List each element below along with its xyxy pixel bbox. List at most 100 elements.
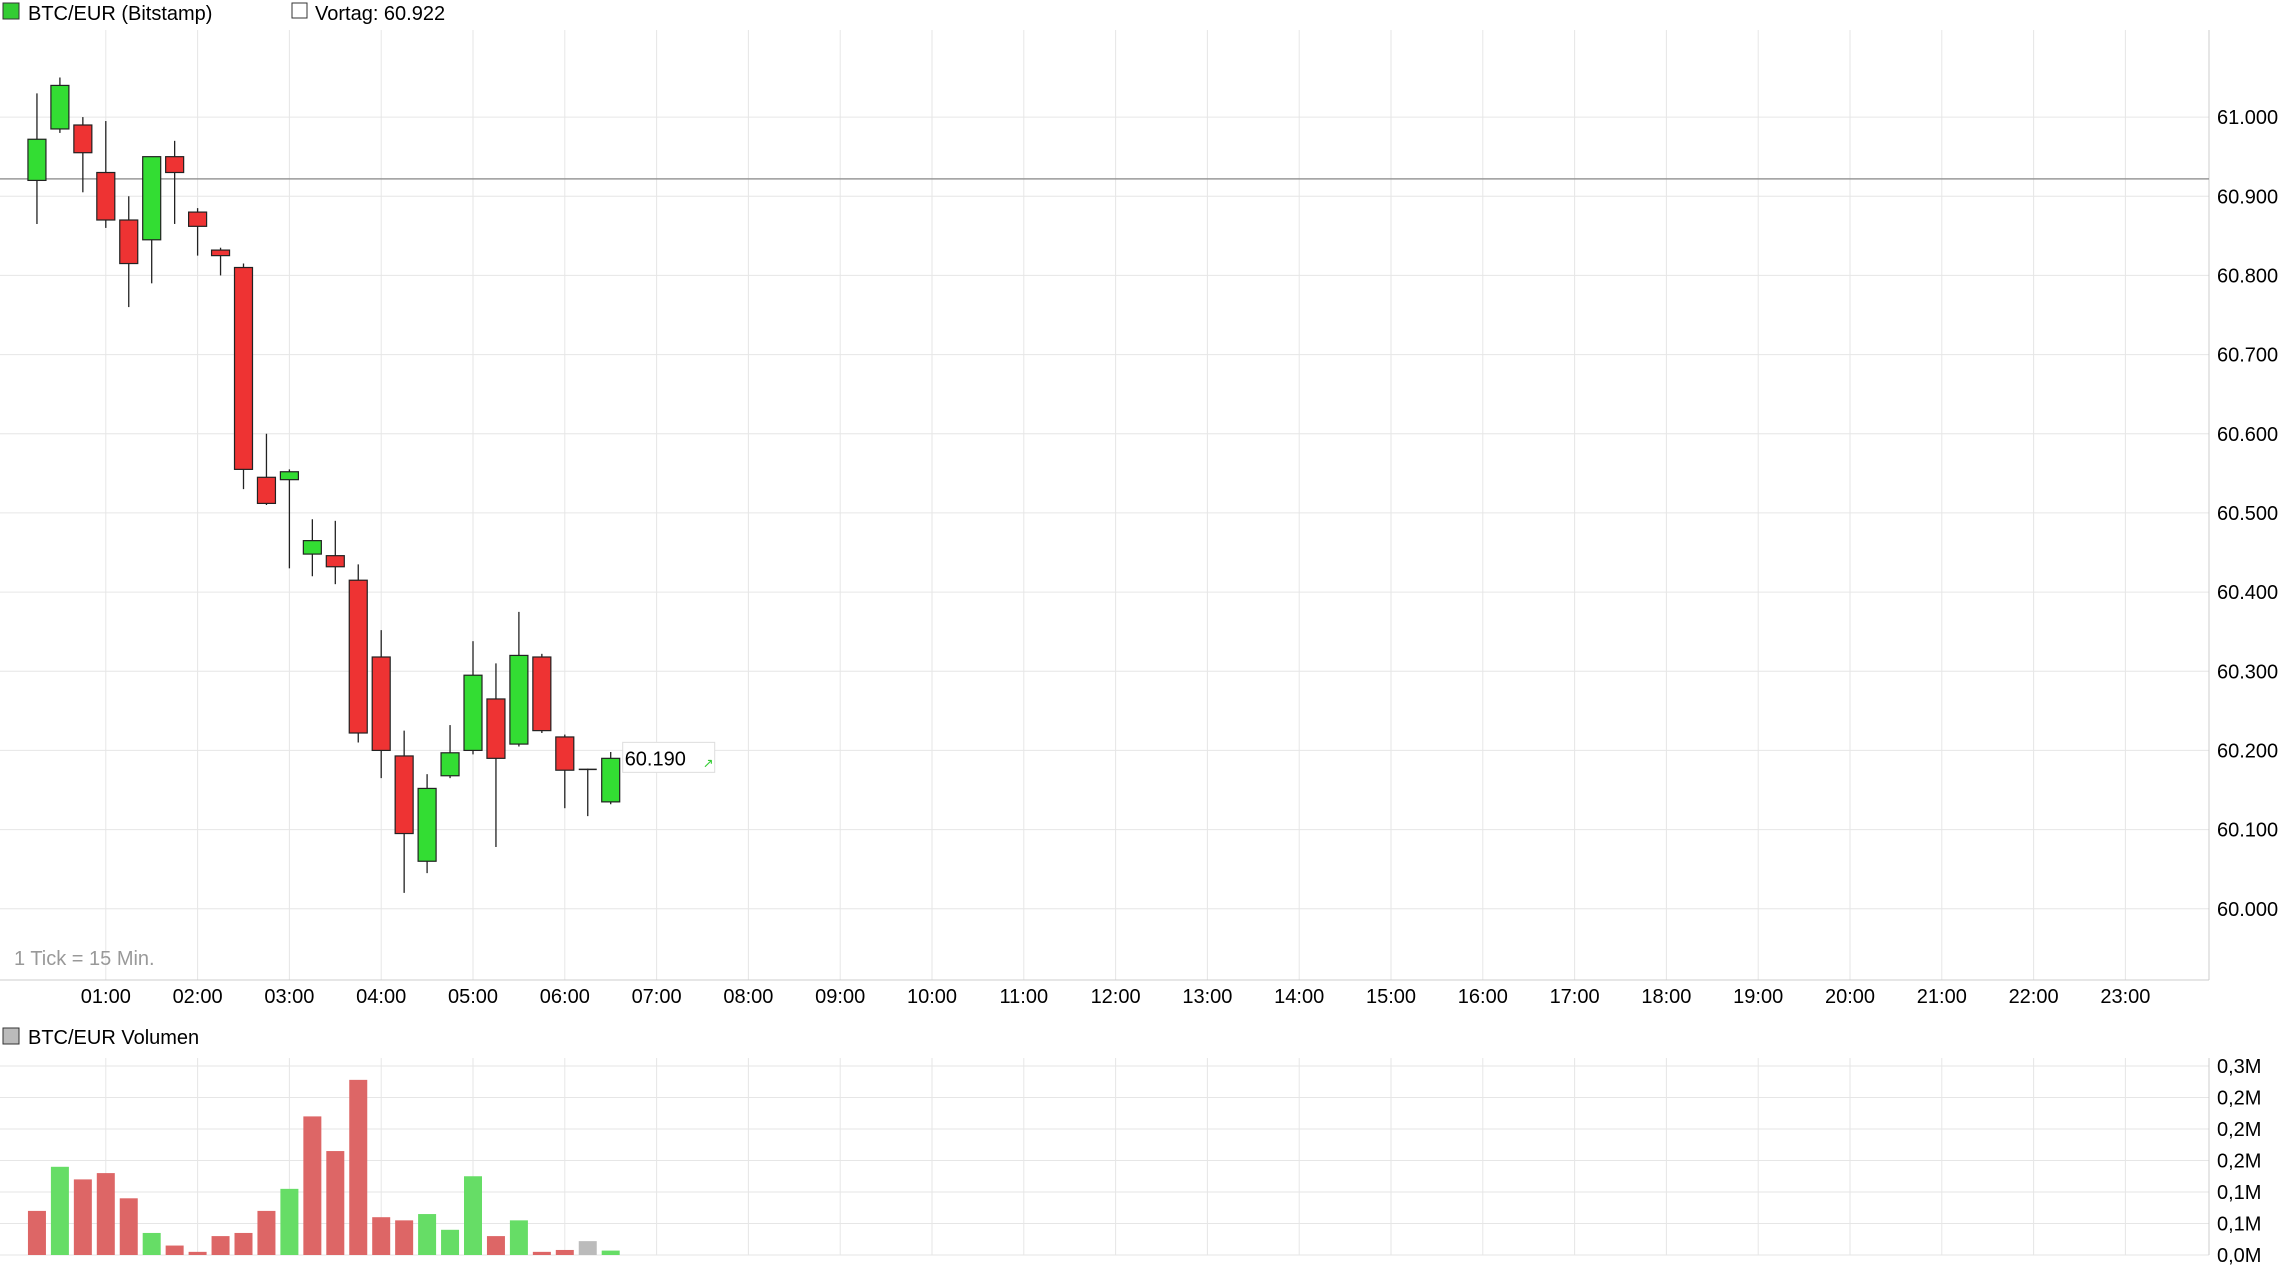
- candle-down: [532, 653, 552, 733]
- last-price-frame: [622, 741, 716, 773]
- volume-tick-label: 0,2M: [2217, 1088, 2261, 1110]
- candle-body: [440, 752, 460, 777]
- candle-up: [302, 519, 322, 577]
- series-title: BTC/EUR (Bitstamp): [28, 3, 212, 25]
- candle-up: [509, 611, 529, 747]
- candle-up: [279, 469, 299, 569]
- price-tick-label: 60.900: [2217, 186, 2278, 208]
- candle-down: [73, 117, 93, 193]
- candle-body: [394, 755, 414, 835]
- candle-body: [509, 654, 529, 745]
- volume-bar: [234, 1232, 253, 1255]
- volume-bar: [165, 1245, 184, 1255]
- candle-down: [188, 208, 208, 256]
- volume-bar: [372, 1217, 391, 1255]
- candle-body: [233, 266, 254, 470]
- volume-header: BTC/EUR Volumen: [2, 1027, 199, 1049]
- time-tick-label: 17:00: [1550, 986, 1600, 1008]
- time-tick-label: 02:00: [173, 986, 223, 1008]
- time-tick-label: 12:00: [1091, 986, 1141, 1008]
- time-tick-label: 13:00: [1182, 986, 1232, 1008]
- time-tick-label: 19:00: [1733, 986, 1783, 1008]
- candle-up: [578, 768, 597, 817]
- time-tick-label: 03:00: [264, 986, 314, 1008]
- candle-body: [601, 757, 621, 803]
- candle-body: [73, 124, 93, 154]
- candle-body: [417, 787, 437, 862]
- volume-tick-label: 0,1M: [2217, 1182, 2261, 1204]
- time-tick-label: 07:00: [632, 986, 682, 1008]
- price-tick-label: 60.800: [2217, 265, 2278, 287]
- volume-color-swatch: [2, 1027, 20, 1045]
- time-tick-label: 09:00: [815, 986, 865, 1008]
- candle-down: [486, 663, 506, 847]
- price-tick-label: 60.400: [2217, 582, 2278, 604]
- time-tick-label: 16:00: [1458, 986, 1508, 1008]
- candle-body: [256, 476, 277, 505]
- volume-bar: [27, 1210, 46, 1255]
- volume-bar: [50, 1166, 69, 1255]
- candles: [27, 77, 621, 893]
- candle-body: [325, 555, 345, 568]
- last-price-box: 60.190 ↗: [622, 741, 716, 773]
- candle-body: [119, 219, 139, 265]
- candle-body: [348, 579, 368, 734]
- prev-close-label: Vortag: 60.922: [315, 3, 445, 25]
- time-tick-label: 14:00: [1274, 986, 1324, 1008]
- up-arrow-icon: ↗: [703, 755, 714, 770]
- volume-bar: [532, 1251, 551, 1255]
- volume-panel: 0,3M 0,2M 0,2M 0,2M 0,1M 0,1M 0,0M: [0, 1056, 2261, 1267]
- candle-body: [50, 84, 70, 130]
- candle-body: [555, 736, 575, 771]
- price-tick-label: 60.300: [2217, 661, 2278, 683]
- candle-down: [165, 140, 185, 224]
- volume-bar: [280, 1188, 299, 1255]
- time-tick-label: 06:00: [540, 986, 590, 1008]
- last-price-label: 60.190: [625, 748, 686, 770]
- candle-down: [119, 196, 139, 308]
- candle-up: [142, 156, 162, 284]
- candle-body: [532, 656, 552, 732]
- volume-grid: [0, 1058, 2209, 1256]
- price-tick-label: 60.600: [2217, 424, 2278, 446]
- time-tick-label: 22:00: [2009, 986, 2059, 1008]
- candle-down: [233, 263, 254, 490]
- price-tick-label: 60.000: [2217, 899, 2278, 921]
- volume-bar: [509, 1220, 528, 1255]
- time-tick-label: 23:00: [2100, 986, 2150, 1008]
- price-tick-label: 60.500: [2217, 503, 2278, 525]
- volume-bar: [441, 1229, 460, 1255]
- main-chart-header: BTC/EUR (Bitstamp) Vortag: 60.922: [2, 2, 445, 25]
- volume-title: BTC/EUR Volumen: [28, 1027, 199, 1049]
- candle-up: [50, 77, 70, 133]
- candle-body: [165, 156, 185, 174]
- time-tick-label: 15:00: [1366, 986, 1416, 1008]
- candle-body: [486, 698, 506, 759]
- time-tick-label: 11:00: [1000, 986, 1049, 1008]
- time-tick-label: 10:00: [907, 986, 957, 1008]
- candle-down: [210, 247, 231, 276]
- volume-tick-label: 0,1M: [2217, 1214, 2261, 1236]
- time-tick-label: 05:00: [448, 986, 498, 1008]
- volume-bar: [119, 1198, 138, 1255]
- candle-body: [463, 674, 483, 752]
- time-tick-label: 04:00: [356, 986, 406, 1008]
- volume-bar: [73, 1179, 92, 1255]
- price-tick-label: 61.000: [2217, 107, 2278, 129]
- price-panel: 61.000 60.900 60.800 60.700 60.600 60.500 60.4…: [0, 30, 2278, 1008]
- candle-up: [417, 774, 437, 874]
- candle-body: [96, 171, 116, 221]
- price-tick-label: 60.100: [2217, 820, 2278, 842]
- candle-down: [371, 630, 391, 779]
- candle-body: [27, 138, 47, 182]
- candle-body: [279, 471, 299, 481]
- time-tick-label: 01:00: [81, 986, 131, 1008]
- candle-body: [188, 211, 208, 227]
- series-color-swatch: [2, 2, 20, 20]
- volume-bar: [349, 1079, 368, 1255]
- volume-axis: 0,3M 0,2M 0,2M 0,2M 0,1M 0,1M 0,0M: [2217, 1056, 2261, 1267]
- volume-tick-label: 0,2M: [2217, 1119, 2261, 1141]
- candle-down: [325, 520, 345, 585]
- candle-down: [348, 564, 368, 743]
- volume-bar: [395, 1220, 414, 1255]
